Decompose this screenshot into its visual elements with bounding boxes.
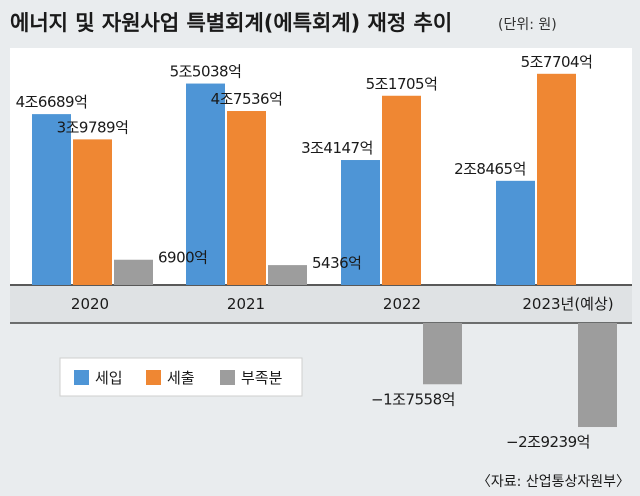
- chart-title: 에너지 및 자원사업 특별회계(에특회계) 재정 추이: [10, 11, 452, 35]
- bar-세입-2020: [32, 114, 71, 286]
- bar-세입-2023년(예상): [496, 180, 535, 285]
- legend-box: [59, 357, 303, 397]
- value-label-부족분-2020: 6900억: [158, 249, 207, 267]
- value-label-세입-2022: 3조4147억: [301, 139, 373, 157]
- value-label-부족분-2022: −1조7558억: [371, 390, 455, 408]
- value-label-세출-2023년(예상): 5조7704억: [521, 53, 593, 71]
- legend: 세입 세출 부족분: [59, 357, 303, 397]
- chart-unit: (단위: 원): [498, 17, 557, 33]
- bar-세출-2021: [227, 111, 266, 285]
- value-label-세입-2020: 4조6689억: [16, 93, 88, 111]
- bar-세입-2021: [186, 83, 225, 286]
- bar-부족분-2023년(예상): [578, 323, 617, 428]
- bar-부족분-2021: [268, 265, 307, 285]
- bar-세출-2020: [73, 139, 112, 285]
- bar-세출-2022: [382, 95, 421, 285]
- value-label-부족분-2021: 5436억: [312, 254, 361, 272]
- legend-swatch-부족분: [220, 370, 235, 385]
- legend-label-세출: 세출: [167, 369, 195, 387]
- category-band: [10, 286, 632, 323]
- legend-swatch-세입: [74, 370, 89, 385]
- value-label-세출-2020: 3조9789억: [57, 118, 129, 136]
- category-label-2022: 2022: [383, 295, 421, 313]
- legend-swatch-세출: [146, 370, 161, 385]
- value-label-세입-2021: 5조5038억: [170, 63, 242, 81]
- category-label-2021: 2021: [227, 295, 265, 313]
- category-label-2023년(예상): 2023년(예상): [522, 295, 613, 313]
- legend-label-부족분: 부족분: [241, 369, 283, 387]
- legend-label-세입: 세입: [95, 369, 123, 387]
- bar-부족분-2020: [114, 259, 153, 285]
- category-label-2020: 2020: [71, 295, 109, 313]
- bar-세입-2022: [341, 160, 380, 285]
- value-label-부족분-2023년(예상): −2조9239억: [506, 433, 590, 451]
- bar-세출-2023년(예상): [537, 73, 576, 285]
- value-label-세출-2022: 5조1705억: [366, 75, 438, 93]
- bar-부족분-2022: [423, 323, 462, 385]
- source-note: 〈자료: 산업통상자원부〉: [477, 474, 630, 490]
- value-label-세입-2023년(예상): 2조8465억: [454, 160, 526, 178]
- plot-area: 4조6689억 5조5038억 3조4147억 2조8465억 3조9789억 4조753…: [10, 48, 632, 451]
- value-label-세출-2021: 4조7536억: [211, 90, 283, 108]
